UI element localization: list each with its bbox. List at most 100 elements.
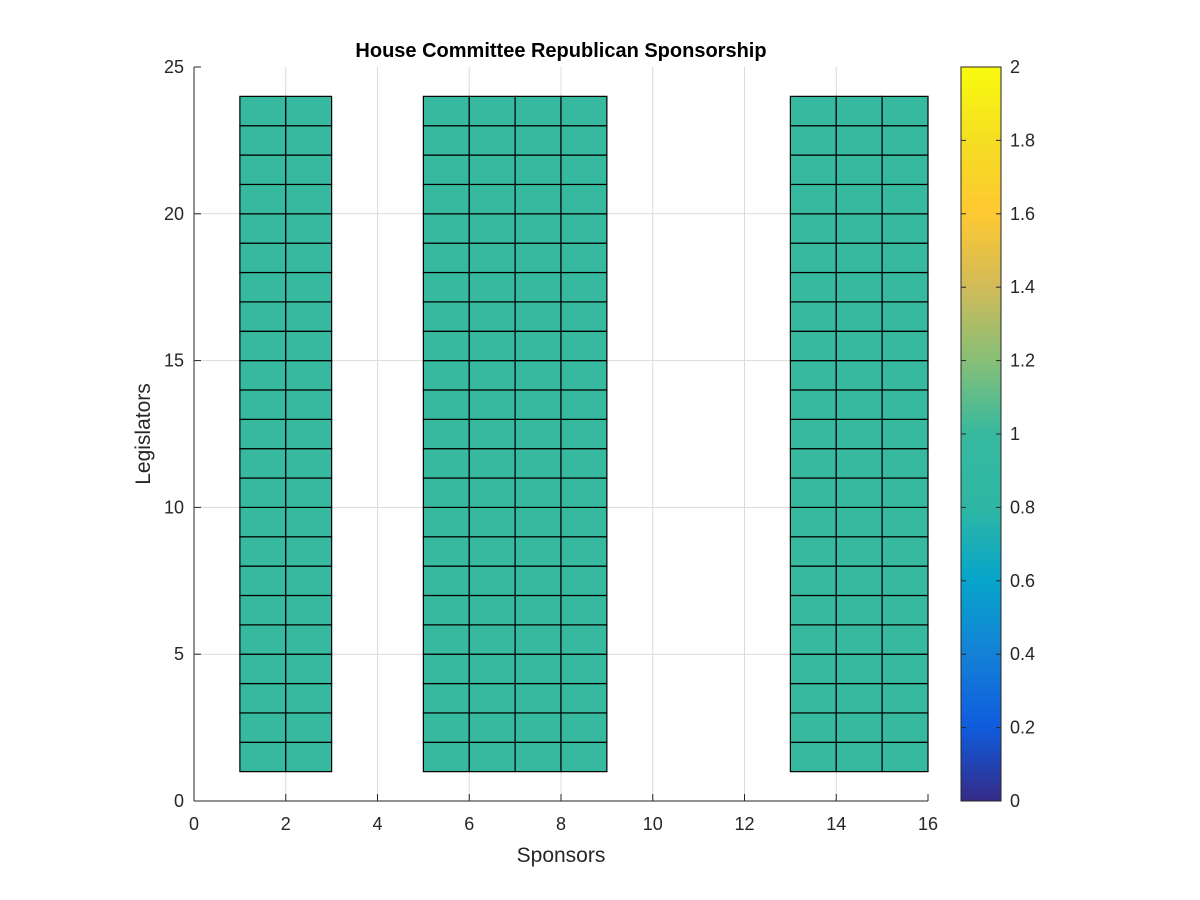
heatmap-cell — [789, 565, 837, 597]
heatmap-cell — [835, 125, 883, 156]
heatmap-cell — [285, 712, 333, 743]
heatmap-cell — [560, 594, 608, 626]
heatmap-cell — [239, 682, 287, 714]
heatmap-cell — [422, 154, 470, 186]
heatmap-cell — [514, 682, 562, 714]
heatmap-cell — [285, 536, 333, 567]
heatmap-cell — [835, 213, 883, 244]
y-tick-labels: 0 5 10 15 20 25 — [164, 57, 184, 811]
heatmap-cell — [514, 594, 562, 626]
heatmap-cell — [560, 95, 608, 127]
heatmap-cell — [285, 565, 333, 597]
y-tick-label: 15 — [164, 351, 184, 371]
x-tick-label: 16 — [918, 814, 938, 834]
heatmap-cell — [514, 301, 562, 332]
heatmap-cell — [468, 565, 516, 597]
heatmap-cell — [285, 213, 333, 244]
heatmap-cell — [468, 448, 516, 479]
heatmap-cell — [881, 301, 929, 332]
heatmap-cell — [468, 154, 516, 186]
heatmap-cell — [422, 271, 470, 303]
y-axis-label: Legislators — [132, 383, 155, 485]
colorbar-gradient — [960, 66, 1002, 802]
heatmap-cell — [422, 418, 470, 450]
heatmap-cell — [560, 448, 608, 479]
heatmap-cell — [835, 536, 883, 567]
heatmap-cell — [560, 653, 608, 685]
heatmap-cell — [422, 653, 470, 685]
heatmap-cell — [789, 418, 837, 450]
heatmap-cell — [285, 95, 333, 127]
heatmap-cell — [422, 389, 470, 420]
heatmap-cell — [560, 624, 608, 655]
heatmap-cell — [835, 154, 883, 186]
heatmap-cell — [468, 301, 516, 332]
heatmap-cell — [239, 125, 287, 156]
heatmap-cell — [514, 389, 562, 420]
heatmap-cell — [239, 741, 287, 773]
heatmap-cell — [422, 741, 470, 773]
heatmap-cell — [881, 536, 929, 567]
heatmap-cell — [468, 95, 516, 127]
colorbar-tick-label: 0 — [1010, 791, 1020, 811]
heatmap-cell — [514, 418, 562, 450]
colorbar-tick-label: 1.2 — [1010, 351, 1035, 371]
heatmap-cell — [285, 682, 333, 714]
heatmap-cell — [560, 242, 608, 274]
colorbar-tick-label: 1.6 — [1010, 204, 1035, 224]
heatmap-cell — [285, 125, 333, 156]
heatmap-cell — [285, 653, 333, 685]
heatmap-cell — [285, 418, 333, 450]
heatmap-cell — [514, 183, 562, 215]
heatmap-cell — [789, 506, 837, 538]
heatmap-cell — [560, 183, 608, 215]
heatmap-cell — [468, 682, 516, 714]
heatmap-cell — [560, 506, 608, 538]
heatmap-cell — [514, 271, 562, 303]
heatmap-cell — [468, 213, 516, 244]
heatmap-cell — [789, 360, 837, 391]
heatmap-cell — [560, 154, 608, 186]
heatmap-cell — [881, 95, 929, 127]
heatmap-cell — [881, 653, 929, 685]
heatmap-cell — [560, 418, 608, 450]
heatmap-cell — [285, 741, 333, 773]
colorbar-tick-label: 1.8 — [1010, 130, 1035, 150]
heatmap-cell — [239, 242, 287, 274]
heatmap-cell — [881, 330, 929, 362]
heatmap-cell — [468, 506, 516, 538]
heatmap-cell — [789, 242, 837, 274]
heatmap-cell — [789, 301, 837, 332]
heatmap-cell — [789, 125, 837, 156]
heatmap-cell — [560, 565, 608, 597]
heatmap-cell — [468, 242, 516, 274]
heatmap-cell — [468, 125, 516, 156]
heatmap-cell — [835, 183, 883, 215]
heatmap-cell — [789, 653, 837, 685]
heatmap-cell — [789, 741, 837, 773]
heatmap-cell — [560, 477, 608, 509]
heatmap-cell — [422, 536, 470, 567]
heatmap-cell — [239, 712, 287, 743]
heatmap-cell — [835, 360, 883, 391]
heatmap-cell — [239, 389, 287, 420]
heatmap-cell — [835, 653, 883, 685]
axes — [193, 66, 929, 802]
x-tick-label: 6 — [464, 814, 474, 834]
heatmap-cell — [560, 360, 608, 391]
heatmap-cell — [881, 594, 929, 626]
chart-title: House Committee Republican Sponsorship — [355, 40, 766, 62]
heatmap-cell — [239, 330, 287, 362]
heatmap-cell — [835, 418, 883, 450]
heatmap-cell — [881, 389, 929, 420]
heatmap-cell — [422, 565, 470, 597]
heatmap-cells — [239, 95, 929, 773]
heatmap-cell — [881, 741, 929, 773]
heatmap-cell — [422, 682, 470, 714]
heatmap-cell — [468, 741, 516, 773]
heatmap-cell — [514, 712, 562, 743]
heatmap-cell — [560, 271, 608, 303]
heatmap-cell — [560, 712, 608, 743]
heatmap-cell — [239, 418, 287, 450]
heatmap-cell — [881, 448, 929, 479]
